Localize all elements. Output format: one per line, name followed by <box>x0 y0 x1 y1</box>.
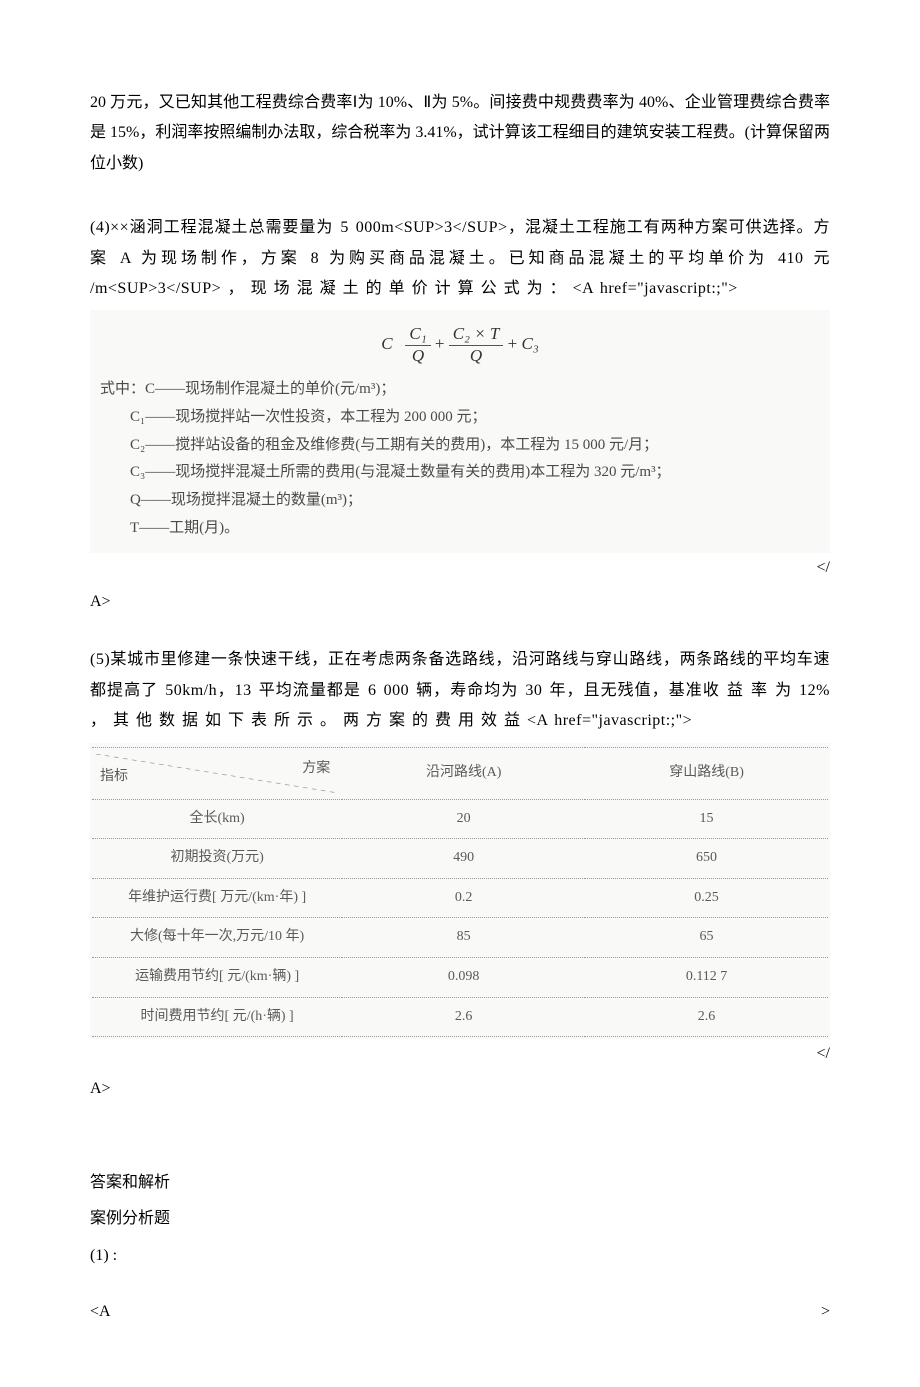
def-c1: C₁——现场搅拌站一次性投资，本工程为 200 000 元； <box>96 404 824 432</box>
q3-text: 20 万元，又已知其他工程费综合费率Ⅰ为 10%、Ⅱ为 5%。间接费中规费费率为… <box>90 88 830 179</box>
q4-text: (4)××涵洞工程混凝土总需要量为 5 000m<SUP>3</SUP>，混凝土… <box>90 213 830 304</box>
q4-trail: </ <box>90 553 830 583</box>
answers-sub: 案例分析题 <box>90 1204 830 1234</box>
def-t: T——工期(月)。 <box>96 515 824 543</box>
col-a-header: 沿河路线(A) <box>342 747 585 799</box>
q4-aclose: A> <box>90 587 830 617</box>
answers-heading: 答案和解析 <box>90 1168 830 1198</box>
cell: 85 <box>342 918 585 958</box>
cell: 0.2 <box>342 878 585 918</box>
table-row: 初期投资(万元) 490 650 <box>92 839 828 879</box>
def-c2: C₂——搅拌站设备的租金及维修费(与工期有关的费用)，本工程为 15 000 元… <box>96 432 824 460</box>
cell: 0.25 <box>585 878 828 918</box>
diag-header-cell: 方案 指标 <box>92 747 342 799</box>
diag-top-label: 方案 <box>302 756 330 783</box>
q5-table-image: 方案 指标 沿河路线(A) 穿山路线(B) 全长(km) 20 15 初期投资(… <box>90 743 830 1040</box>
def-c: 式中：C——现场制作混凝土的单价(元/m³)； <box>96 376 824 404</box>
table-row: 运输费用节约[ 元/(km·辆) ] 0.098 0.112 7 <box>92 957 828 997</box>
row-label: 全长(km) <box>92 799 342 839</box>
diag-bot-label: 指标 <box>100 764 128 791</box>
def-c3: C₃——现场搅拌混凝土所需的费用(与混凝土数量有关的费用)本工程为 320 元/… <box>96 459 824 487</box>
term-c3: C₃ <box>521 334 538 353</box>
col-b-header: 穿山路线(B) <box>585 747 828 799</box>
def-q: Q——现场搅拌混凝土的数量(m³)； <box>96 487 824 515</box>
table-row: 时间费用节约[ 元/(h·辆) ] 2.6 2.6 <box>92 997 828 1037</box>
frac2-den: Q <box>449 346 504 366</box>
frac-1: C₁ Q <box>405 324 430 366</box>
cell: 65 <box>585 918 828 958</box>
formula-lhs: C <box>381 334 392 353</box>
cell: 0.098 <box>342 957 585 997</box>
answers-item1: (1) : <box>90 1241 830 1271</box>
row-label: 初期投资(万元) <box>92 839 342 879</box>
row-label: 时间费用节约[ 元/(h·辆) ] <box>92 997 342 1037</box>
q5-text: (5)某城市里修建一条快速干线，正在考虑两条备选路线，沿河路线与穿山路线，两条路… <box>90 645 830 736</box>
frac-2: C₂ × T Q <box>449 324 504 366</box>
q5-trail: </ <box>90 1039 830 1069</box>
cell: 20 <box>342 799 585 839</box>
gap-1 <box>90 185 830 213</box>
q4-formula-image: C C₁ Q + C₂ × T Q + C₃ 式中：C——现场制作混凝土的单价(… <box>90 310 830 552</box>
table-row: 大修(每十年一次,万元/10 年) 85 65 <box>92 918 828 958</box>
row-label: 年维护运行费[ 万元/(km·年) ] <box>92 878 342 918</box>
gap-3 <box>90 1104 830 1140</box>
cell: 2.6 <box>585 997 828 1037</box>
table-row: 全长(km) 20 15 <box>92 799 828 839</box>
frac1-den: Q <box>405 346 430 366</box>
gap-3b <box>90 1140 830 1168</box>
gap-2 <box>90 617 830 645</box>
cell: 0.112 7 <box>585 957 828 997</box>
row-label: 运输费用节约[ 元/(km·辆) ] <box>92 957 342 997</box>
frac1-num: C₁ <box>405 324 430 345</box>
q5-aclose: A> <box>90 1074 830 1104</box>
cell: 2.6 <box>342 997 585 1037</box>
cell: 15 <box>585 799 828 839</box>
cell: 490 <box>342 839 585 879</box>
cost-benefit-table: 方案 指标 沿河路线(A) 穿山路线(B) 全长(km) 20 15 初期投资(… <box>92 747 828 1038</box>
gap-4 <box>90 1277 830 1297</box>
frac2-num: C₂ × T <box>449 324 504 345</box>
table-row: 年维护运行费[ 万元/(km·年) ] 0.2 0.25 <box>92 878 828 918</box>
table-header-row: 方案 指标 沿河路线(A) 穿山路线(B) <box>92 747 828 799</box>
q4-formula: C C₁ Q + C₂ × T Q + C₃ <box>96 320 824 376</box>
row-label: 大修(每十年一次,万元/10 年) <box>92 918 342 958</box>
cell: 650 <box>585 839 828 879</box>
